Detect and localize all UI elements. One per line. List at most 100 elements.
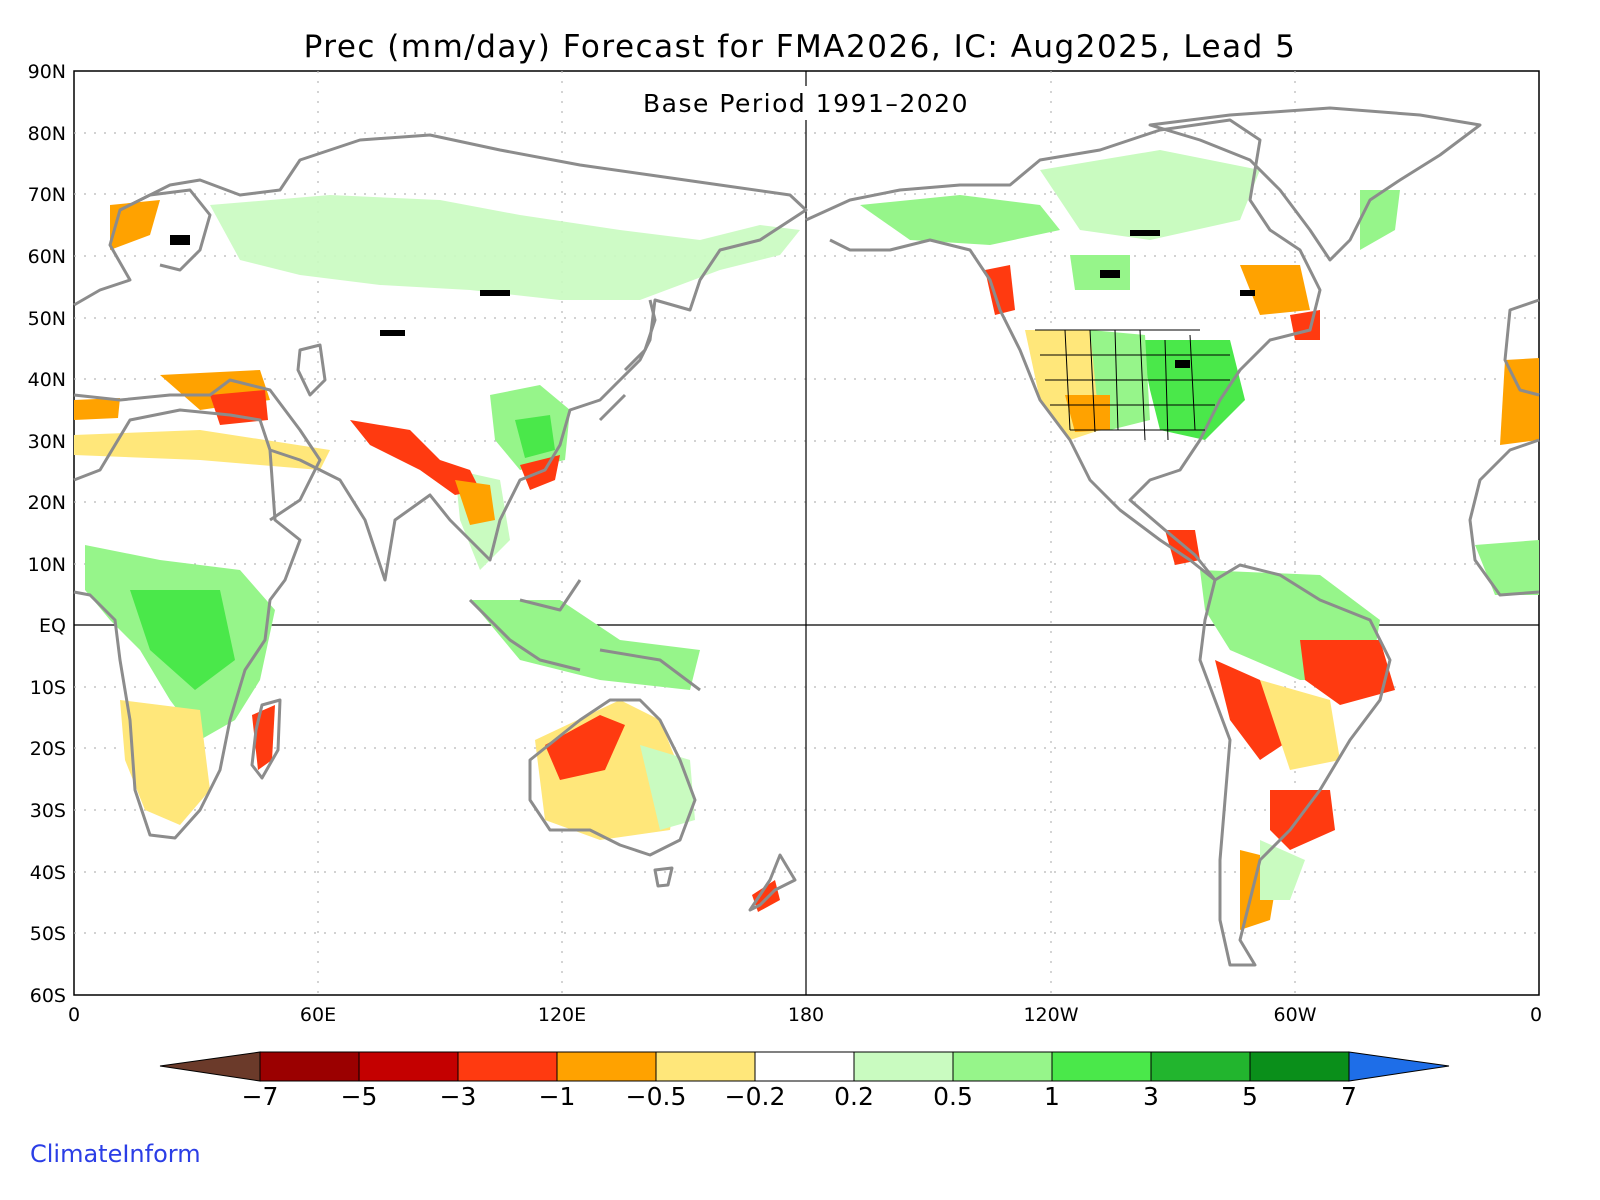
dry-anomaly-north-africa: [74, 430, 330, 470]
iberia-coast-east: [1503, 298, 1540, 397]
wet-anomaly-canada: [1040, 150, 1260, 240]
south-america-coast: [1198, 563, 1392, 967]
dry-anomaly-pacific-nw: [985, 265, 1015, 315]
colorbar-tick-label: 1: [1044, 1082, 1060, 1111]
lon-label: 120W: [1023, 1004, 1078, 1026]
lat-label: 30N: [28, 431, 66, 453]
colorbar-segment: [1249, 1051, 1350, 1082]
wet-anomaly-central-africa-core: [130, 590, 235, 690]
colorbar-high-extension: [1348, 1051, 1450, 1082]
madagascar-coast: [250, 698, 282, 780]
subtitle-background: [610, 86, 1005, 120]
lat-label: 40S: [30, 862, 66, 884]
colorbar-tick-label: −7: [242, 1082, 279, 1111]
colorbar-segment: [457, 1051, 558, 1082]
africa-coast: [73, 408, 302, 840]
lat-label: 30S: [30, 800, 66, 822]
colorbar-tick-labels: −7 −5 −3 −1 −0.5 −0.2 0.2 0.5 1 3 5 7: [242, 1082, 1357, 1111]
coastlines: [73, 106, 1540, 967]
lat-label: 80N: [28, 123, 66, 145]
lon-label: 60W: [1274, 1004, 1317, 1026]
wet-anomaly-argentina: [1260, 840, 1305, 900]
lakes: [170, 230, 1255, 368]
lat-label: 50S: [30, 923, 66, 945]
lat-label: 40N: [28, 369, 66, 391]
australia-coast: [528, 698, 697, 857]
dry-anomaly-ne-brazil: [1300, 640, 1395, 705]
dry-anomaly-nw-australia: [545, 715, 625, 780]
lon-label: 60E: [300, 1004, 336, 1026]
anomaly-shading: [74, 150, 1539, 930]
colorbar-segment: [556, 1051, 657, 1082]
lat-label: 70N: [28, 184, 66, 206]
dry-anomaly-peru-bolivia: [1215, 660, 1290, 760]
lat-label: 20S: [30, 738, 66, 760]
dry-anomaly-brazil: [1260, 680, 1340, 770]
lat-label: EQ: [39, 615, 66, 637]
colorbar-tick-label: 0.2: [834, 1082, 874, 1111]
colorbar-tick-label: 7: [1341, 1082, 1357, 1111]
indonesia-coast: [468, 579, 701, 692]
latitude-labels: 90N 80N 70N 60N 50N 40N 30N 20N 10N EQ 1…: [28, 61, 66, 1007]
lat-label: 50N: [28, 308, 66, 330]
us-state-borders: [1035, 329, 1230, 441]
credit-label: ClimateInform: [30, 1140, 201, 1168]
north-america-coast: [805, 118, 1322, 582]
greenland-coast: [1148, 106, 1482, 262]
colorbar-tick-label: −1: [539, 1082, 576, 1111]
dry-anomaly-myanmar: [455, 480, 495, 525]
new-zealand-coast: [748, 853, 797, 912]
lat-label: 90N: [28, 61, 66, 83]
colorbar-segment: [952, 1051, 1053, 1082]
longitude-labels: 0 60E 120E 180 120W 60W 0: [68, 1004, 1542, 1026]
caspian-coast: [296, 343, 327, 397]
dry-anomaly-turkey: [210, 390, 268, 425]
colorbar-segment: [655, 1051, 756, 1082]
dry-anomaly-labrador: [1290, 310, 1320, 340]
wet-anomaly-china-core: [515, 415, 555, 458]
dry-anomaly-southwest: [1065, 395, 1110, 432]
lon-label: 120E: [538, 1004, 586, 1026]
colorbar-tick-label: −3: [440, 1082, 477, 1111]
lat-label: 10S: [30, 677, 66, 699]
colorbar-low-extension: [159, 1051, 261, 1082]
eurasia-coast: [73, 133, 808, 582]
dry-anomaly-quebec: [1240, 265, 1310, 315]
colorbar-segment: [358, 1051, 459, 1082]
lon-label: 0: [68, 1004, 80, 1026]
wet-anomaly-maritime: [470, 600, 700, 690]
lat-label: 60S: [30, 985, 66, 1007]
wet-anomaly-alaska: [860, 195, 1060, 245]
map-title: Prec (mm/day) Forecast for FMA2026, IC: …: [304, 29, 1297, 65]
colorbar-segment: [259, 1051, 360, 1082]
dry-anomaly-iberia-east: [1500, 358, 1539, 445]
dry-anomaly-iberia: [74, 398, 120, 420]
map-subtitle: Base Period 1991–2020: [643, 89, 969, 118]
dry-anomaly-himalaya: [350, 420, 480, 495]
scandinavia-coast: [119, 188, 212, 272]
colorbar-tick-label: 5: [1242, 1082, 1258, 1111]
tasmania-coast: [653, 866, 674, 888]
mediterranean-coast: [73, 378, 322, 522]
colorbar-segment: [1051, 1051, 1152, 1082]
japan-coast: [598, 299, 657, 422]
lat-label: 20N: [28, 492, 66, 514]
dry-anomaly-southern-africa: [120, 700, 210, 825]
colorbar-segment: [853, 1051, 954, 1082]
wet-anomaly-greenland: [1360, 190, 1400, 250]
colorbar-tick-label: −5: [341, 1082, 378, 1111]
colorbar-tick-label: 3: [1143, 1082, 1159, 1111]
wet-anomaly-siberia: [210, 195, 800, 300]
colorbar-segment: [754, 1051, 855, 1082]
lon-label: 180: [788, 1004, 824, 1026]
colorbar-segment: [1150, 1051, 1251, 1082]
lat-label: 60N: [28, 246, 66, 268]
lon-label: 0: [1530, 1004, 1542, 1026]
dry-anomaly-scandinavia: [110, 200, 160, 250]
colorbar-tick-label: −0.2: [725, 1082, 786, 1111]
colorbar-tick-label: 0.5: [933, 1082, 973, 1111]
colorbar-tick-label: −0.5: [626, 1082, 687, 1111]
lat-label: 10N: [28, 554, 66, 576]
west-africa-coast-east: [1468, 438, 1540, 597]
